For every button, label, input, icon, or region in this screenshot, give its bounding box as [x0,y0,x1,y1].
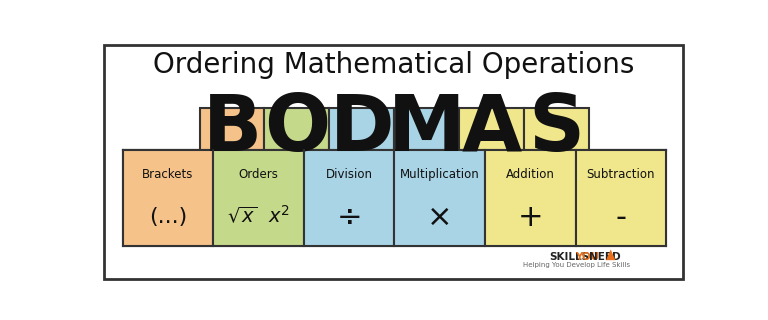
Bar [459,108,525,150]
Bar [214,150,304,246]
Text: (...): (...) [149,207,187,228]
Text: D: D [329,91,394,167]
Bar [200,108,264,150]
Bar [485,150,575,246]
Text: S: S [528,91,584,167]
Text: Subtraction: Subtraction [587,168,655,180]
Text: Helping You Develop Life Skills: Helping You Develop Life Skills [522,262,630,268]
Text: NEED: NEED [589,252,621,262]
Text: M: M [388,91,465,167]
Bar [395,108,459,150]
Bar [304,150,395,246]
Text: +: + [518,203,543,232]
Bar [575,150,666,246]
Bar [395,150,485,246]
Text: B: B [203,91,262,167]
Text: Brackets: Brackets [142,168,194,180]
Text: Addition: Addition [506,168,554,180]
Bar [123,150,214,246]
Text: $\sqrt{x}$  $x^2$: $\sqrt{x}$ $x^2$ [227,204,290,227]
Text: ×: × [427,203,452,232]
Text: YOU: YOU [575,252,600,262]
Text: O: O [264,91,330,167]
Bar [329,108,395,150]
Text: SKILLS: SKILLS [549,252,589,262]
Bar [525,108,589,150]
Text: Ordering Mathematical Operations: Ordering Mathematical Operations [153,51,634,79]
Text: -: - [615,203,627,232]
Text: A: A [462,91,521,167]
Bar [264,108,329,150]
Text: Orders: Orders [239,168,279,180]
Text: Multiplication: Multiplication [400,168,479,180]
Polygon shape [606,249,615,260]
Text: ÷: ÷ [336,203,362,232]
Text: Division: Division [326,168,372,180]
